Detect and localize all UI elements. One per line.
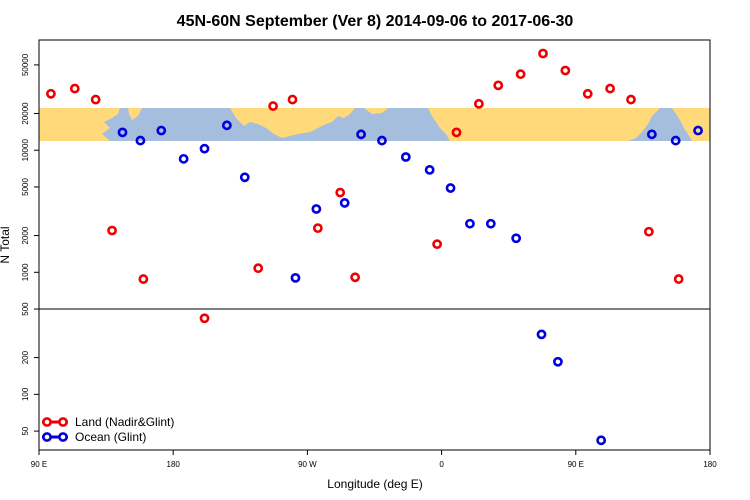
- land-point-3: [107, 225, 117, 236]
- legend-land-label: Land (Nadir&Glint): [75, 415, 174, 429]
- ocean-point-0: [117, 127, 128, 138]
- land-point-5: [199, 313, 210, 324]
- ocean-point-23: [693, 125, 703, 136]
- ocean-point-5: [221, 120, 232, 131]
- y-axis-ticks: 50 100 200 500 1000 2000 5000 10000 20000 50000: [21, 53, 39, 436]
- ocean-point-15: [465, 218, 475, 229]
- land-point-8: [287, 94, 298, 105]
- x-tick-label-4: 90 E: [568, 460, 584, 469]
- land-point-9: [312, 223, 323, 234]
- plot-frame: [38, 39, 711, 451]
- land-point-11: [350, 272, 361, 283]
- x-tick-label-2: 90 W: [298, 460, 317, 469]
- ocean-point-3: [178, 153, 189, 164]
- ocean-point-19: [553, 356, 563, 367]
- y-tick-label-5: 2000: [21, 226, 30, 244]
- x-axis-label: Longitude (deg E): [327, 477, 422, 491]
- legend-land-marker-right: [58, 417, 68, 427]
- land-point-6: [253, 263, 264, 274]
- y-tick-label-4: 1000: [21, 263, 30, 281]
- x-tick-label-1: 180: [167, 460, 181, 469]
- map-band-land-kamchatka: [128, 108, 142, 120]
- ocean-point-9: [339, 198, 350, 208]
- land-point-16: [515, 69, 526, 80]
- land-point-21: [626, 94, 636, 105]
- ocean-point-4: [199, 143, 210, 154]
- world-map-band: [39, 108, 710, 141]
- ocean-point-7: [290, 272, 301, 283]
- land-point-19: [582, 88, 593, 99]
- ocean-point-22: [670, 135, 681, 146]
- ocean-point-17: [511, 233, 522, 244]
- land-point-4: [138, 274, 149, 284]
- ocean-point-8: [311, 204, 322, 214]
- y-tick-label-1: 100: [21, 387, 30, 401]
- y-tick-label-7: 10000: [21, 139, 30, 162]
- y-tick-label-8: 20000: [21, 102, 30, 125]
- legend-ocean-label: Ocean (Glint): [75, 430, 146, 444]
- land-point-23: [673, 274, 684, 284]
- land-point-18: [560, 65, 571, 76]
- ocean-point-13: [424, 165, 435, 175]
- land-point-1: [69, 83, 80, 94]
- land-point-12: [432, 239, 443, 250]
- land-point-0: [46, 88, 56, 99]
- x-axis-ticks: 90 E 180 90 W 0 90 E 180: [31, 450, 717, 469]
- x-tick-label-3: 0: [439, 460, 444, 469]
- map-band-land-north-america: [230, 108, 355, 138]
- data-points: [46, 48, 703, 446]
- land-point-13: [451, 127, 462, 138]
- y-tick-label-6: 5000: [21, 178, 30, 196]
- ocean-point-11: [377, 135, 387, 146]
- ocean-point-16: [485, 218, 496, 229]
- land-point-20: [605, 83, 615, 94]
- chart-title: 45N-60N September (Ver 8) 2014-09-06 to …: [177, 13, 574, 30]
- land-point-14: [473, 98, 484, 109]
- land-point-22: [643, 226, 654, 237]
- land-point-17: [538, 48, 548, 59]
- map-band-land-greenland-iceland: [364, 108, 388, 114]
- y-tick-label-9: 50000: [21, 53, 30, 76]
- y-tick-label-3: 500: [21, 302, 30, 316]
- map-band-land-eurasia-west: [39, 108, 120, 141]
- ocean-point-21: [646, 129, 657, 140]
- ocean-point-2: [156, 125, 167, 136]
- land-point-2: [90, 94, 101, 105]
- legend-land-marker-left: [42, 417, 52, 427]
- x-tick-label-0: 90 E: [31, 460, 47, 469]
- land-point-10: [335, 187, 346, 198]
- y-axis-label: N Total: [0, 226, 12, 263]
- ocean-point-18: [536, 329, 547, 340]
- legend-ocean-marker-left: [42, 432, 52, 442]
- land-point-7: [268, 101, 279, 111]
- ocean-point-1: [135, 135, 146, 146]
- legend-ocean-marker-right: [58, 432, 68, 442]
- ocean-point-10: [356, 129, 366, 140]
- ocean-point-14: [445, 183, 456, 193]
- ocean-point-6: [239, 172, 250, 183]
- y-tick-label-0: 50: [21, 426, 30, 435]
- map-band-land-europe-asia: [428, 108, 660, 141]
- y-tick-label-2: 200: [21, 350, 30, 364]
- x-tick-label-5: 180: [703, 460, 717, 469]
- ocean-point-12: [400, 152, 411, 162]
- legend: Land (Nadir&Glint) Ocean (Glint): [42, 415, 174, 444]
- land-point-15: [493, 80, 504, 91]
- ocean-point-20: [596, 435, 607, 446]
